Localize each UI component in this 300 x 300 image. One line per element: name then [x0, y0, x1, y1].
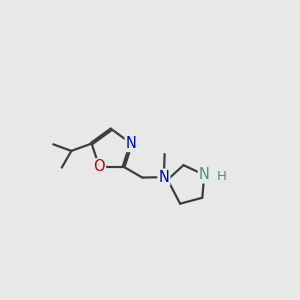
Text: N: N: [126, 136, 136, 151]
Text: H: H: [217, 170, 226, 183]
Text: N: N: [199, 167, 210, 182]
Text: N: N: [158, 170, 169, 185]
Text: O: O: [93, 159, 105, 174]
